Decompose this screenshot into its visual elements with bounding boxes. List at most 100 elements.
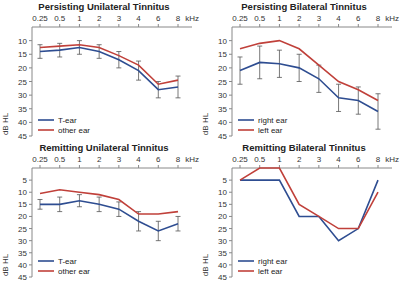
y-tick-label: 45: [18, 132, 27, 141]
panel: Remitting Unilateral Tinnitus51015202530…: [1, 142, 199, 282]
plot-area: [240, 168, 378, 241]
y-tick-label: 30: [18, 237, 27, 246]
error-bar-cap: [356, 114, 361, 115]
x-tick: [240, 165, 241, 168]
error-bar-cap: [156, 240, 161, 241]
x-tick-label: 4: [136, 155, 141, 164]
plot-area: [38, 41, 181, 98]
x-tick: [99, 165, 100, 168]
error-bar-cap: [176, 97, 181, 98]
x-tick-label: 2: [297, 14, 302, 23]
x-tick: [338, 165, 339, 168]
error-bar-cap: [356, 86, 361, 87]
error-bar-cap: [336, 84, 341, 85]
x-tick: [59, 165, 60, 168]
x-tick: [358, 165, 359, 168]
error-bar-cap: [238, 56, 243, 57]
y-tick: [229, 122, 232, 123]
x-tick: [259, 24, 260, 27]
x-tick: [99, 24, 100, 27]
y-tick-label: 25: [218, 225, 227, 234]
panel: Persisting Unilateral Tinnitus1015202530…: [1, 1, 199, 141]
error-bar-cap: [77, 54, 82, 55]
y-axis-label: dB HL: [201, 112, 210, 135]
x-tick: [299, 24, 300, 27]
error-bar-cap: [238, 84, 243, 85]
y-tick-label: 20: [18, 212, 27, 221]
error-bar-cap: [77, 40, 82, 41]
y-tick: [229, 240, 232, 241]
error-bar-cap: [176, 216, 181, 217]
error-bar-cap: [316, 92, 321, 93]
x-tick: [59, 24, 60, 27]
x-tick: [158, 165, 159, 168]
y-tick-label: 35: [218, 249, 227, 258]
x-tick: [279, 24, 280, 27]
error-bar-cap: [136, 80, 141, 81]
x-tick-label: 6: [156, 155, 161, 164]
y-tick: [29, 122, 32, 123]
y-tick: [229, 81, 232, 82]
y-tick-label: 30: [218, 237, 227, 246]
y-tick: [229, 67, 232, 68]
x-tick-label: 0.5: [254, 155, 266, 164]
x-tick: [318, 165, 319, 168]
x-tick-label: 2: [297, 155, 302, 164]
y-tick-label: 25: [18, 225, 27, 234]
x-tick: [299, 165, 300, 168]
x-tick-label: 0.25: [232, 155, 248, 164]
y-tick-label: 20: [18, 64, 27, 73]
x-tick-label: 0.5: [254, 14, 266, 23]
series-line: [240, 62, 378, 111]
x-axis: [32, 27, 192, 28]
y-tick: [229, 252, 232, 253]
error-bar-cap: [57, 43, 62, 44]
panel: Remitting Bilateral Tinnitus510152025303…: [201, 142, 399, 282]
legend-swatch: [38, 270, 54, 272]
plot-area: [38, 190, 181, 241]
x-axis-label: kHz: [385, 14, 399, 23]
legend-label: other ear: [58, 267, 90, 276]
legend-label: left ear: [258, 126, 283, 135]
error-bar-cap: [156, 97, 161, 98]
x-tick: [79, 24, 80, 27]
error-bar-cap: [116, 51, 121, 52]
y-tick-label: 40: [18, 118, 27, 127]
error-bar-cap: [116, 216, 121, 217]
y-tick-label: 35: [18, 249, 27, 258]
legend-swatch: [38, 260, 54, 262]
y-tick: [229, 204, 232, 205]
error-bar-cap: [57, 211, 62, 212]
x-tick-label: 3: [317, 155, 322, 164]
x-axis-label: kHz: [385, 155, 399, 164]
x-tick-label: 0.25: [32, 14, 48, 23]
error-bar-cap: [38, 58, 43, 59]
x-tick: [118, 165, 119, 168]
y-tick: [229, 180, 232, 181]
y-tick: [229, 216, 232, 217]
error-bar-cap: [376, 93, 381, 94]
x-tick-label: 3: [117, 14, 122, 23]
x-tick-label: 2: [97, 155, 102, 164]
y-tick: [229, 277, 232, 278]
y-axis-label: dB HL: [1, 253, 10, 276]
x-axis: [232, 168, 392, 169]
error-bar-cap: [257, 78, 262, 79]
y-tick-label: 5: [23, 176, 28, 185]
y-tick: [29, 108, 32, 109]
x-tick: [79, 165, 80, 168]
y-tick-label: 45: [218, 132, 227, 141]
error-bar-cap: [176, 230, 181, 231]
x-tick-label: 6: [156, 14, 161, 23]
legend-swatch: [238, 119, 254, 121]
title: Persisting Unilateral Tinnitus: [38, 1, 169, 12]
x-tick-label: 8: [176, 155, 181, 164]
y-tick: [29, 40, 32, 41]
y-tick-label: 30: [18, 91, 27, 100]
error-bar-cap: [297, 54, 302, 55]
y-tick-label: 40: [18, 261, 27, 270]
series-line: [240, 168, 378, 229]
y-axis: [32, 168, 33, 277]
error-bar-cap: [38, 199, 43, 200]
y-tick-label: 25: [18, 78, 27, 87]
